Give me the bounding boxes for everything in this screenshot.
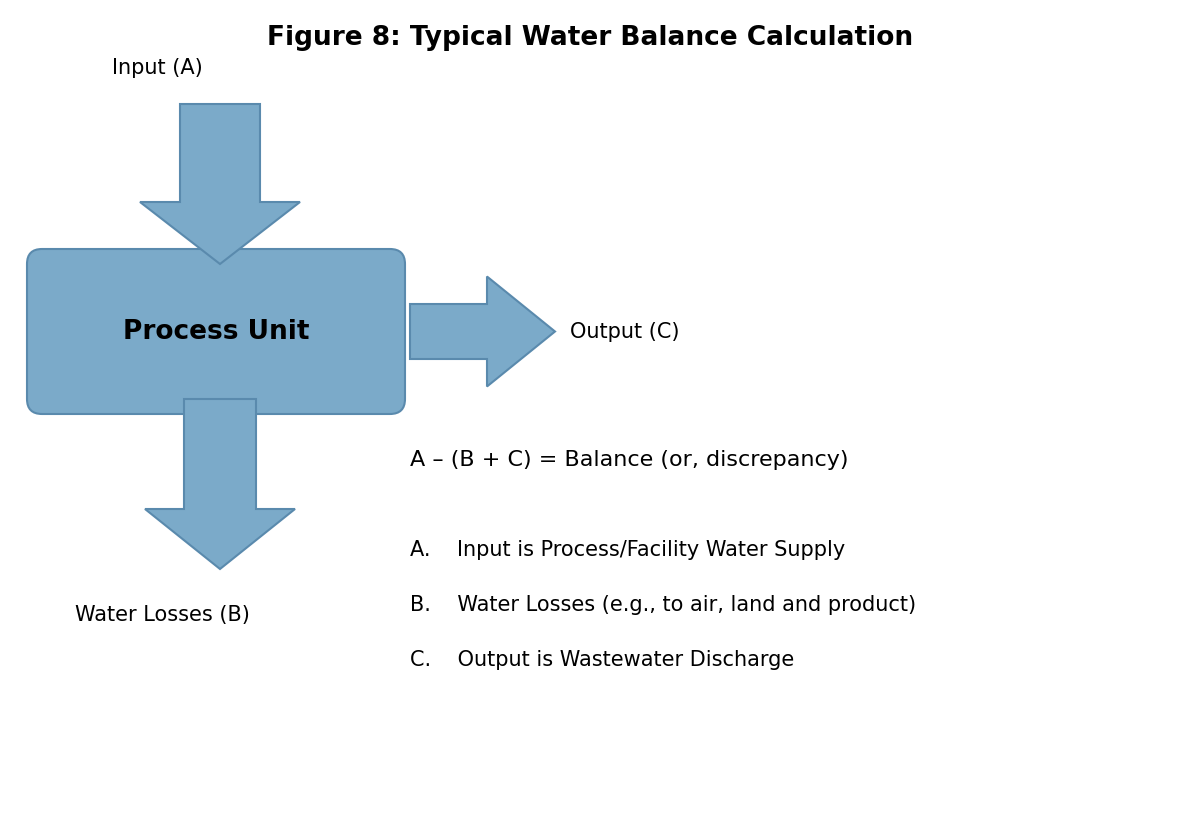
Text: A – (B + C) = Balance (or, discrepancy): A – (B + C) = Balance (or, discrepancy)	[409, 450, 848, 469]
Polygon shape	[140, 105, 300, 265]
Text: Water Losses (B): Water Losses (B)	[76, 604, 250, 624]
Text: C.    Output is Wastewater Discharge: C. Output is Wastewater Discharge	[409, 649, 794, 669]
Text: Output (C): Output (C)	[570, 322, 680, 342]
Text: Input (A): Input (A)	[112, 58, 203, 78]
FancyBboxPatch shape	[27, 250, 405, 414]
Polygon shape	[145, 400, 295, 569]
Text: A.    Input is Process/Facility Water Supply: A. Input is Process/Facility Water Suppl…	[409, 540, 845, 559]
Text: Process Unit: Process Unit	[123, 319, 309, 345]
Text: B.    Water Losses (e.g., to air, land and product): B. Water Losses (e.g., to air, land and …	[409, 595, 916, 614]
Text: Figure 8: Typical Water Balance Calculation: Figure 8: Typical Water Balance Calculat…	[267, 25, 913, 51]
Polygon shape	[409, 277, 555, 387]
